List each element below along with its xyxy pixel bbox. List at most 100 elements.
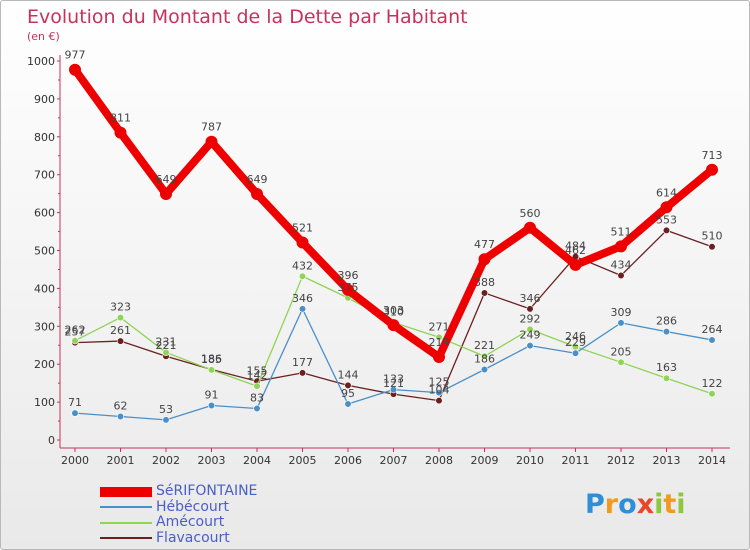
legend-item-amecourt[interactable]: Amécourt: [100, 515, 257, 531]
data-label-hebecourt: 71: [68, 396, 82, 409]
data-label-amecourt: 310: [383, 306, 404, 319]
y-tick-label: 0: [48, 434, 55, 447]
data-label-flavacourt: 257: [65, 326, 86, 339]
data-point-flavacourt: [116, 337, 125, 345]
data-label-flavacourt: 484: [565, 240, 586, 253]
proxiti-logo: Proxiti: [585, 489, 686, 520]
data-point-hebecourt: [435, 389, 443, 397]
data-point-serifontaine: [660, 201, 673, 214]
data-point-serifontaine: [569, 258, 582, 271]
data-label-serifontaine: 462: [565, 244, 586, 257]
data-label-amecourt: 231: [156, 335, 177, 348]
data-label-amecourt: 432: [292, 259, 313, 272]
data-label-amecourt: 262: [65, 324, 86, 337]
data-label-hebecourt: 264: [702, 323, 723, 336]
y-tick-label: 1000: [27, 55, 55, 68]
data-point-hebecourt: [708, 336, 716, 344]
data-label-hebecourt: 309: [611, 306, 632, 319]
data-point-flavacourt: [480, 289, 489, 297]
data-label-serifontaine: 396: [338, 269, 359, 282]
data-label-hebecourt: 133: [383, 373, 404, 386]
chart-title: Evolution du Montant de la Dette par Hab…: [27, 6, 468, 28]
x-tick-label: 2010: [516, 454, 544, 467]
data-label-amecourt: 271: [429, 320, 450, 333]
data-label-flavacourt: 434: [611, 259, 632, 272]
data-point-flavacourt: [662, 226, 671, 235]
data-point-serifontaine: [160, 188, 172, 201]
data-label-serifontaine: 521: [292, 222, 313, 235]
data-label-amecourt: 375: [338, 281, 359, 294]
data-label-hebecourt: 125: [429, 376, 450, 389]
data-point-serifontaine: [433, 350, 445, 363]
data-point-serifontaine: [69, 63, 81, 76]
data-label-flavacourt: 186: [201, 353, 222, 366]
data-point-hebecourt: [207, 401, 216, 410]
data-point-serifontaine: [251, 188, 263, 201]
data-label-serifontaine: 303: [383, 304, 404, 317]
logo-letter: t: [663, 489, 677, 520]
data-point-hebecourt: [389, 385, 398, 394]
data-point-hebecourt: [116, 412, 125, 421]
data-point-hebecourt: [344, 400, 352, 408]
y-tick-label: 800: [34, 131, 55, 144]
data-point-hebecourt: [298, 305, 307, 313]
data-point-amecourt: [617, 358, 625, 366]
legend-item-serifontaine[interactable]: SéRIFONTAINE: [100, 484, 257, 500]
data-point-amecourt: [71, 337, 79, 345]
y-tick-label: 600: [34, 207, 55, 220]
legend-item-hebecourt[interactable]: Hébécourt: [100, 499, 257, 516]
legend-item-flavacourt[interactable]: Flavacourt: [100, 529, 257, 547]
data-point-serifontaine: [615, 240, 627, 253]
logo-letter: r: [604, 489, 619, 520]
data-point-flavacourt: [526, 305, 534, 313]
data-point-flavacourt: [708, 243, 716, 251]
data-point-flavacourt: [298, 369, 307, 377]
data-point-serifontaine: [706, 163, 718, 176]
data-point-hebecourt: [253, 404, 261, 413]
logo-letter: P: [585, 489, 605, 520]
data-label-serifontaine: 713: [702, 149, 723, 162]
data-point-hebecourt: [162, 416, 170, 424]
data-point-hebecourt: [480, 365, 489, 374]
unit-label: (en €): [27, 30, 60, 43]
data-label-hebecourt: 286: [656, 315, 677, 328]
data-label-flavacourt: 144: [338, 368, 359, 381]
x-tick-label: 2001: [107, 454, 135, 467]
data-point-serifontaine: [205, 135, 218, 148]
data-label-serifontaine: 787: [201, 121, 222, 134]
data-point-amecourt: [435, 333, 443, 341]
legend-swatch-flavacourt: [100, 537, 152, 540]
data-point-amecourt: [162, 348, 170, 357]
x-tick-label: 2002: [152, 454, 180, 467]
data-label-flavacourt: 155: [247, 364, 268, 377]
y-tick-label: 900: [34, 93, 55, 106]
data-label-flavacourt: 104: [429, 384, 450, 397]
x-tick-label: 2008: [425, 454, 453, 467]
data-point-amecourt: [207, 366, 216, 374]
data-point-amecourt: [298, 272, 307, 280]
data-label-amecourt: 205: [611, 345, 632, 358]
data-label-flavacourt: 177: [292, 356, 313, 369]
data-point-hebecourt: [71, 409, 79, 417]
data-point-amecourt: [708, 390, 716, 398]
legend-label-serifontaine: SéRIFONTAINE: [156, 483, 258, 500]
data-label-flavacourt: 346: [520, 292, 541, 305]
data-point-hebecourt: [571, 349, 580, 357]
data-point-amecourt: [116, 313, 125, 322]
data-label-hebecourt: 229: [565, 336, 586, 349]
data-label-amecourt: 122: [702, 377, 723, 390]
data-point-amecourt: [253, 382, 261, 390]
data-point-serifontaine: [296, 236, 309, 249]
data-label-hebecourt: 95: [341, 387, 355, 400]
data-label-hebecourt: 83: [250, 392, 264, 405]
data-label-flavacourt: 261: [110, 324, 131, 337]
x-tick-label: 2011: [562, 454, 590, 467]
x-tick-label: 2006: [334, 454, 362, 467]
legend-label-flavacourt: Flavacourt: [156, 529, 230, 546]
y-tick-label: 100: [34, 396, 55, 409]
data-point-hebecourt: [662, 328, 671, 336]
x-tick-label: 2012: [607, 454, 635, 467]
y-tick-label: 400: [34, 282, 55, 295]
data-label-hebecourt: 346: [292, 292, 313, 305]
